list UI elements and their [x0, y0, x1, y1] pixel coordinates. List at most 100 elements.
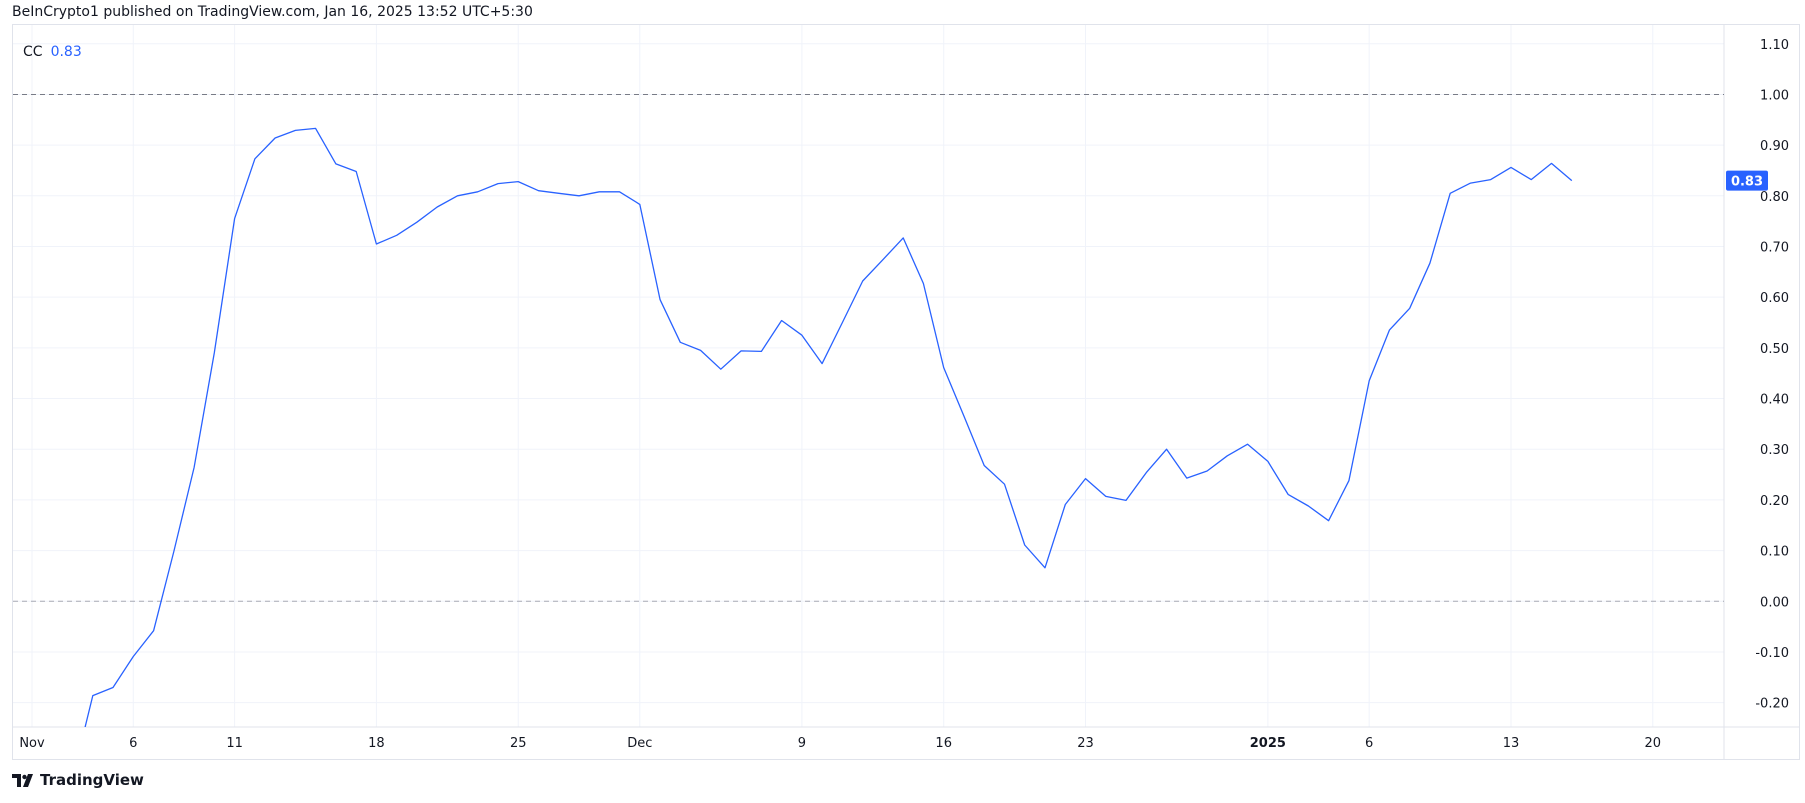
data-point: [152, 629, 155, 632]
data-point: [922, 282, 925, 285]
data-point: [1449, 192, 1452, 195]
data-point: [1104, 495, 1107, 498]
data-point: [253, 157, 256, 160]
data-point: [233, 217, 236, 220]
data-point: [1226, 454, 1229, 457]
data-point: [942, 366, 945, 369]
data-point: [476, 190, 479, 193]
y-tick-label: 0.30: [1760, 443, 1789, 458]
y-tick-label: -0.20: [1755, 697, 1789, 712]
data-point: [861, 279, 864, 282]
data-point: [537, 189, 540, 192]
y-tick-label: 0.40: [1760, 393, 1789, 408]
data-point: [1530, 178, 1533, 181]
data-point: [1570, 179, 1573, 182]
y-tick-label: 0.90: [1760, 139, 1789, 154]
data-point: [1327, 519, 1330, 522]
data-point: [1489, 178, 1492, 181]
series-line-cc: [84, 127, 1573, 727]
data-point: [679, 341, 682, 344]
data-point: [780, 319, 783, 322]
data-point: [294, 129, 297, 132]
tradingview-logo[interactable]: TradingView: [12, 771, 144, 789]
legend-series-name: CC: [23, 44, 43, 60]
y-tick-label: -0.10: [1755, 646, 1789, 661]
data-point: [395, 234, 398, 237]
publish-attribution: BeInCrypto1 published on TradingView.com…: [12, 4, 533, 20]
data-point: [1287, 493, 1290, 496]
data-point: [577, 194, 580, 197]
data-point: [1165, 448, 1168, 451]
data-point: [172, 550, 175, 553]
data-point: [111, 686, 114, 689]
x-tick-label: 18: [368, 736, 385, 751]
x-tick-label: 23: [1077, 736, 1094, 751]
data-point: [1023, 543, 1026, 546]
data-point: [658, 298, 661, 301]
x-tick-label: 9: [798, 736, 806, 751]
data-point: [517, 180, 520, 183]
data-point: [1428, 262, 1431, 265]
data-point: [1347, 479, 1350, 482]
data-point: [456, 194, 459, 197]
x-tick-label: 20: [1645, 736, 1662, 751]
data-point: [962, 415, 965, 418]
x-tick-label: 6: [129, 736, 137, 751]
data-point: [1145, 471, 1148, 474]
x-tick-label: Dec: [627, 736, 652, 751]
data-point: [638, 203, 641, 206]
data-point: [1509, 166, 1512, 169]
y-tick-label: 0.20: [1760, 494, 1789, 509]
data-point: [1064, 503, 1067, 506]
y-tick-label: 0.10: [1760, 545, 1789, 560]
data-point: [800, 334, 803, 337]
data-point: [1550, 162, 1553, 165]
data-point: [1368, 379, 1371, 382]
x-tick-label: 11: [226, 736, 243, 751]
data-point: [983, 464, 986, 467]
x-tick-label: 6: [1365, 736, 1373, 751]
last-value-label: 0.83: [1731, 175, 1763, 190]
data-point: [375, 242, 378, 245]
y-tick-label: 1.00: [1760, 88, 1789, 103]
legend-series-value: 0.83: [50, 44, 82, 60]
y-tick-label: 0.60: [1760, 291, 1789, 306]
x-tick-label: 13: [1503, 736, 1520, 751]
data-point: [1266, 460, 1269, 463]
tradingview-logo-icon: [12, 773, 33, 787]
data-point: [213, 351, 216, 354]
y-tick-label: 1.10: [1760, 38, 1789, 53]
data-point: [1388, 329, 1391, 332]
data-point: [1408, 307, 1411, 310]
data-point: [1185, 477, 1188, 480]
data-point: [1205, 469, 1208, 472]
x-tick-label: 16: [935, 736, 952, 751]
data-point: [496, 182, 499, 185]
data-point: [1469, 182, 1472, 185]
data-point: [902, 236, 905, 239]
data-point: [841, 321, 844, 324]
data-point: [436, 205, 439, 208]
y-tick-label: 0.50: [1760, 342, 1789, 357]
x-tick-label: 2025: [1250, 736, 1286, 751]
indicator-legend: CC 0.83: [23, 44, 82, 60]
data-point: [1043, 566, 1046, 569]
data-point: [91, 694, 94, 697]
data-point: [618, 190, 621, 193]
data-point: [132, 655, 135, 658]
x-tick-label: 25: [510, 736, 527, 751]
data-point: [740, 349, 743, 352]
last-value-label-bg: [1726, 170, 1768, 191]
data-point: [1307, 504, 1310, 507]
chart-frame: [12, 24, 1800, 760]
data-point: [821, 362, 824, 365]
x-tick-label: Nov: [19, 736, 45, 751]
data-point: [274, 136, 277, 139]
data-point: [557, 192, 560, 195]
data-point: [881, 258, 884, 261]
y-tick-label: 0.00: [1760, 595, 1789, 610]
data-point: [598, 190, 601, 193]
data-point: [1084, 477, 1087, 480]
data-point: [192, 466, 195, 469]
